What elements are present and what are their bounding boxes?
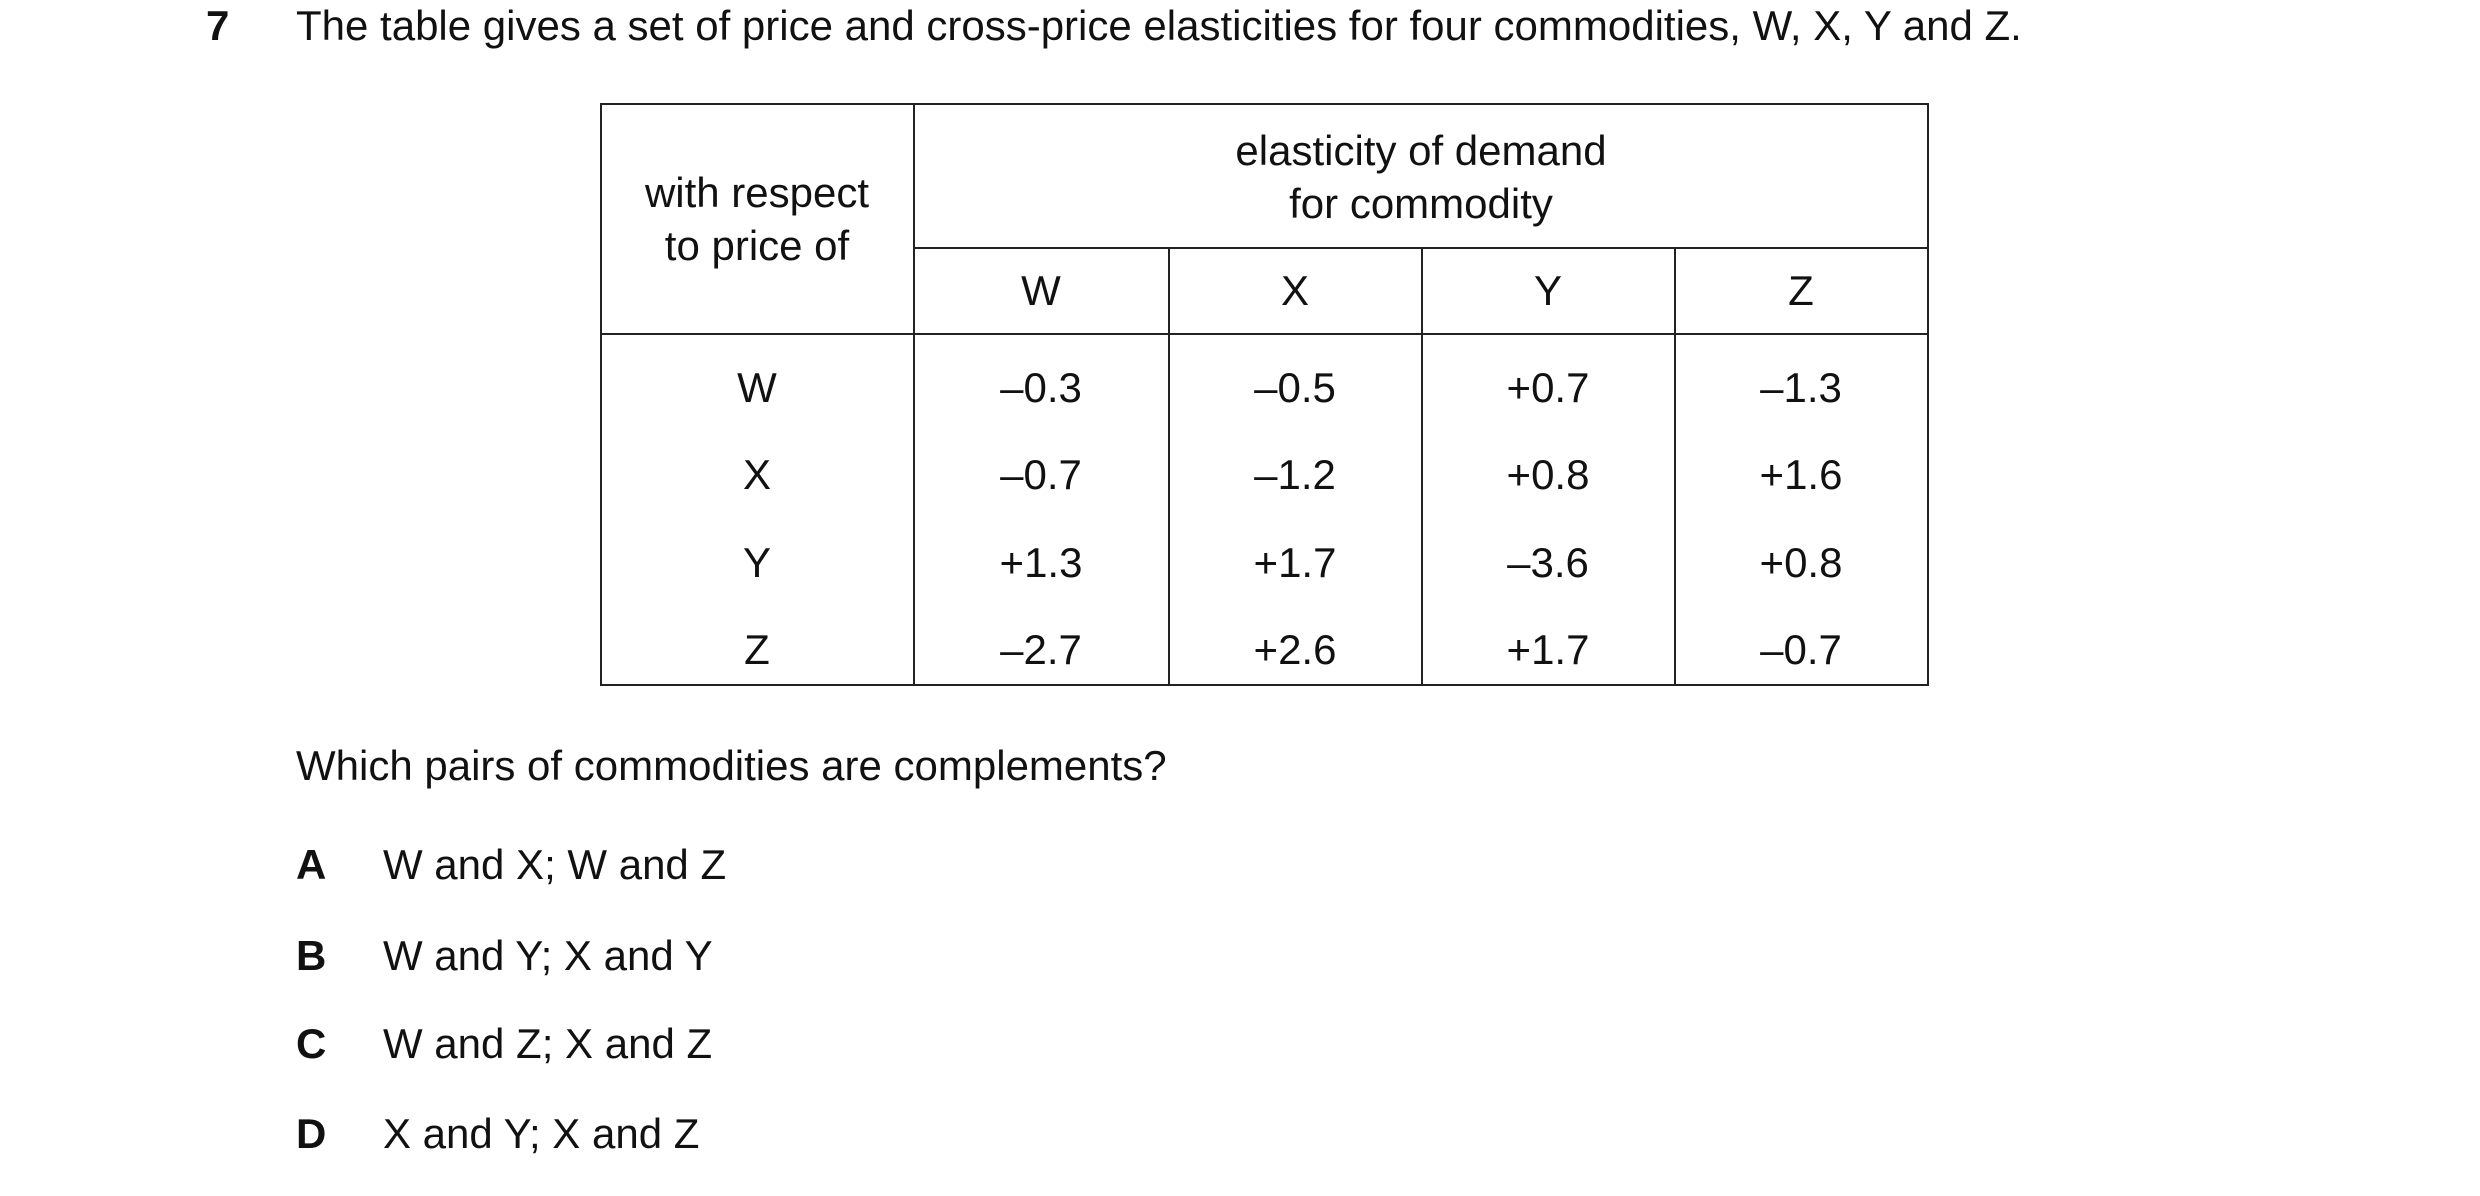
corner-label: with respect xyxy=(644,169,870,216)
table-cell: +0.8 xyxy=(1759,539,1843,586)
table-cell: +1.7 xyxy=(1253,539,1337,586)
corner-label: to price of xyxy=(664,222,850,269)
option-text: X and Y; X and Z xyxy=(383,1110,700,1157)
column-label: X xyxy=(1280,267,1310,314)
option-letter: B xyxy=(296,932,327,979)
table-cell: –0.7 xyxy=(1760,626,1842,673)
table-cell: –3.6 xyxy=(1507,539,1589,586)
header-label: elasticity of demand xyxy=(1235,127,1607,174)
row-label: W xyxy=(737,364,777,411)
table-cell: +0.7 xyxy=(1506,364,1590,411)
table-cell: –0.3 xyxy=(1000,364,1082,411)
table-cell: +1.3 xyxy=(999,539,1083,586)
question-number: 7 xyxy=(206,2,230,49)
table-cell: –0.5 xyxy=(1254,364,1336,411)
table-cell: +1.7 xyxy=(1506,626,1590,673)
option-letter: A xyxy=(296,841,327,888)
column-label: Z xyxy=(1788,267,1814,314)
option-letter: D xyxy=(296,1110,327,1157)
table-cell: +2.6 xyxy=(1253,626,1337,673)
column-label: Y xyxy=(1533,267,1563,314)
table-cell: –1.2 xyxy=(1254,451,1336,498)
table-cell: –0.7 xyxy=(1000,451,1082,498)
header-label: for commodity xyxy=(1289,180,1553,227)
prompt: Which pairs of commodities are complemen… xyxy=(296,742,1167,789)
table-cell: –2.7 xyxy=(1000,626,1082,673)
row-label: Z xyxy=(744,626,770,673)
table-cell: –1.3 xyxy=(1760,364,1842,411)
question-text: The table gives a set of price and cross… xyxy=(296,2,2022,49)
row-label: X xyxy=(742,451,772,498)
table-cell: +1.6 xyxy=(1759,451,1843,498)
option-text: W and X; W and Z xyxy=(383,841,727,888)
column-label: W xyxy=(1021,267,1061,314)
table-cell: +0.8 xyxy=(1506,451,1590,498)
option-letter: C xyxy=(296,1020,327,1067)
table-frame xyxy=(600,103,1929,686)
row-label: Y xyxy=(742,539,772,586)
option-text: W and Z; X and Z xyxy=(383,1020,713,1067)
option-text: W and Y; X and Y xyxy=(383,932,713,979)
